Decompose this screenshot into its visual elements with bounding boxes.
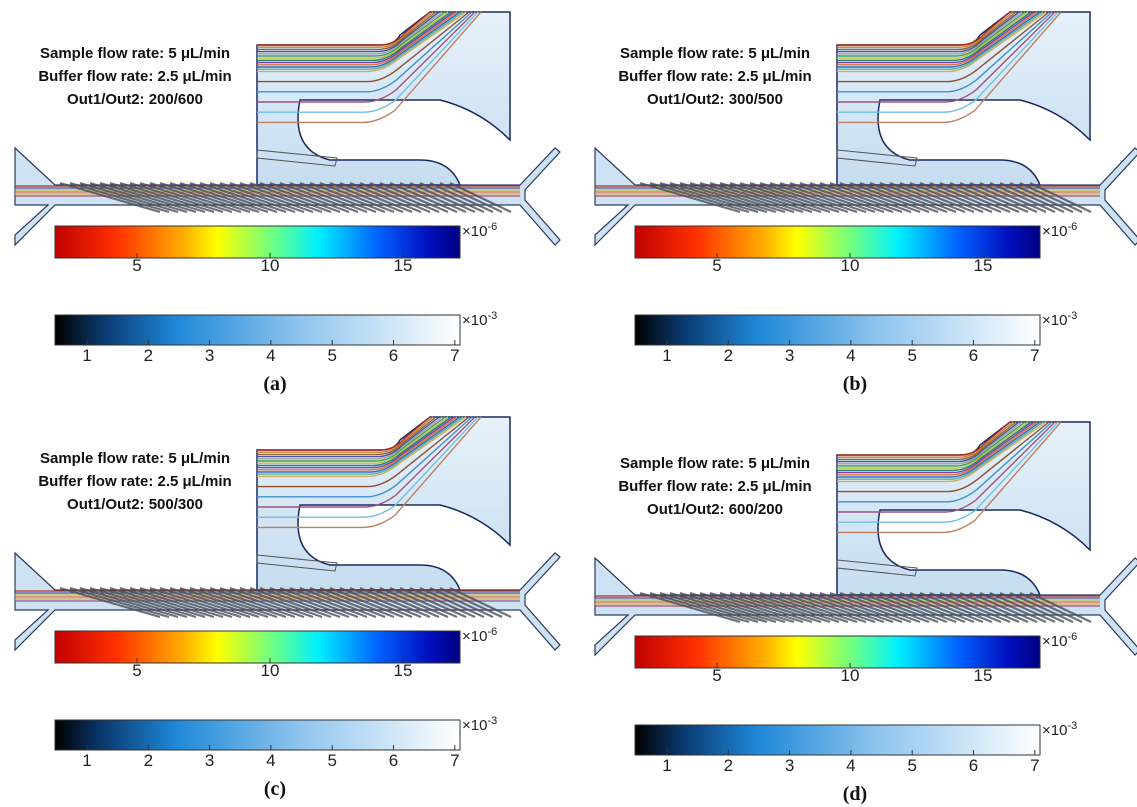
annotation: Sample flow rate: 5 μL/min [620,455,810,472]
colorbar-tick-label: 5 [712,666,721,685]
panel: 51015×10-61234567×10-3Sample flow rate: … [15,417,560,800]
colorbar-tick-label: 10 [261,256,280,275]
annotation: Sample flow rate: 5 μL/min [620,45,810,62]
colorbar-multiplier: ×10-6 [1042,631,1077,650]
multiplier-exponent: -3 [1067,720,1077,732]
colorbar-tick-label: 15 [394,256,413,275]
colorbar-tick-label: 1 [662,346,671,365]
colorbar-tick-label: 5 [907,346,916,365]
colorbar [55,631,460,663]
panel: 51015×10-61234567×10-3Sample flow rate: … [15,12,560,395]
inset-view [837,422,1090,595]
colorbar-tick-label: 5 [327,346,336,365]
annotation: Buffer flow rate: 2.5 μL/min [38,473,231,490]
multiplier-base: ×10 [462,312,487,329]
panel-label: (d) [843,783,867,805]
annotation: Out1/Out2: 600/200 [647,501,783,518]
colorbar-tick-label: 4 [846,756,855,775]
multiplier-base: ×10 [462,223,487,240]
colorbar-tick-label: 7 [450,751,459,770]
multiplier-exponent: -3 [487,715,497,727]
colorbar-tick-label: 3 [785,346,794,365]
colorbar-tick-label: 2 [724,346,733,365]
colorbar [55,315,460,345]
colorbar-tick-label: 3 [205,751,214,770]
colorbar [635,226,1040,258]
annotation: Sample flow rate: 5 μL/min [40,45,230,62]
colorbar [55,720,460,750]
colorbar-tick-label: 7 [1030,346,1039,365]
colorbar-tick-label: 6 [969,346,978,365]
colorbar-tick-label: 7 [1030,756,1039,775]
annotation: Out1/Out2: 500/300 [67,496,203,513]
colorbar-tick-label: 2 [144,346,153,365]
colorbar-tick-label: 10 [841,666,860,685]
annotation: Out1/Out2: 300/500 [647,91,783,108]
multiplier-exponent: -6 [1067,221,1077,233]
panel: 51015×10-61234567×10-3Sample flow rate: … [595,12,1137,395]
page: 51015×10-61234567×10-3Sample flow rate: … [0,0,1137,807]
panel-label: (c) [264,778,286,800]
colorbar-tick-label: 5 [327,751,336,770]
colorbar-tick-label: 5 [907,756,916,775]
annotation: Out1/Out2: 200/600 [67,91,203,108]
colorbar-tick-label: 1 [82,751,91,770]
colorbar-tick-label: 4 [846,346,855,365]
multiplier-base: ×10 [1042,223,1067,240]
colorbar-tick-label: 2 [144,751,153,770]
colorbar-tick-label: 5 [132,661,141,680]
colorbar-multiplier: ×10-3 [462,310,497,329]
panel-label: (a) [263,373,286,395]
inset-view [837,12,1090,185]
colorbar-tick-label: 7 [450,346,459,365]
multiplier-base: ×10 [462,717,487,734]
multiplier-base: ×10 [462,628,487,645]
colorbar-tick-label: 6 [969,756,978,775]
colorbar-tick-label: 3 [205,346,214,365]
colorbar-multiplier: ×10-6 [1042,221,1077,240]
colorbar-multiplier: ×10-6 [462,626,497,645]
figure: 51015×10-61234567×10-3Sample flow rate: … [0,0,1137,807]
colorbar-multiplier: ×10-3 [462,715,497,734]
colorbar-tick-label: 4 [266,346,275,365]
colorbar-multiplier: ×10-6 [462,221,497,240]
panel: 51015×10-61234567×10-3Sample flow rate: … [595,422,1137,805]
colorbar-tick-label: 1 [82,346,91,365]
annotation: Buffer flow rate: 2.5 μL/min [38,68,231,85]
colorbar-tick-label: 1 [662,756,671,775]
inset-view [257,417,510,590]
multiplier-exponent: -6 [487,221,497,233]
colorbar-tick-label: 5 [712,256,721,275]
colorbar-tick-label: 10 [841,256,860,275]
colorbar [635,636,1040,668]
multiplier-base: ×10 [1042,312,1067,329]
colorbar-tick-label: 6 [389,346,398,365]
colorbar [55,226,460,258]
colorbar-tick-label: 10 [261,661,280,680]
colorbar-tick-label: 15 [394,661,413,680]
colorbar-tick-label: 3 [785,756,794,775]
multiplier-exponent: -6 [487,626,497,638]
multiplier-exponent: -3 [487,310,497,322]
colorbar-tick-label: 2 [724,756,733,775]
multiplier-exponent: -3 [1067,310,1077,322]
annotation: Buffer flow rate: 2.5 μL/min [618,68,811,85]
colorbar-tick-label: 6 [389,751,398,770]
panel-label: (b) [843,373,867,395]
colorbar-tick-label: 15 [974,666,993,685]
multiplier-base: ×10 [1042,722,1067,739]
annotation: Buffer flow rate: 2.5 μL/min [618,478,811,495]
colorbar-tick-label: 5 [132,256,141,275]
colorbar [635,725,1040,755]
multiplier-base: ×10 [1042,633,1067,650]
colorbar-tick-label: 4 [266,751,275,770]
multiplier-exponent: -6 [1067,631,1077,643]
inset-view [257,12,510,185]
annotation: Sample flow rate: 5 μL/min [40,450,230,467]
colorbar [635,315,1040,345]
colorbar-multiplier: ×10-3 [1042,310,1077,329]
colorbar-tick-label: 15 [974,256,993,275]
colorbar-multiplier: ×10-3 [1042,720,1077,739]
